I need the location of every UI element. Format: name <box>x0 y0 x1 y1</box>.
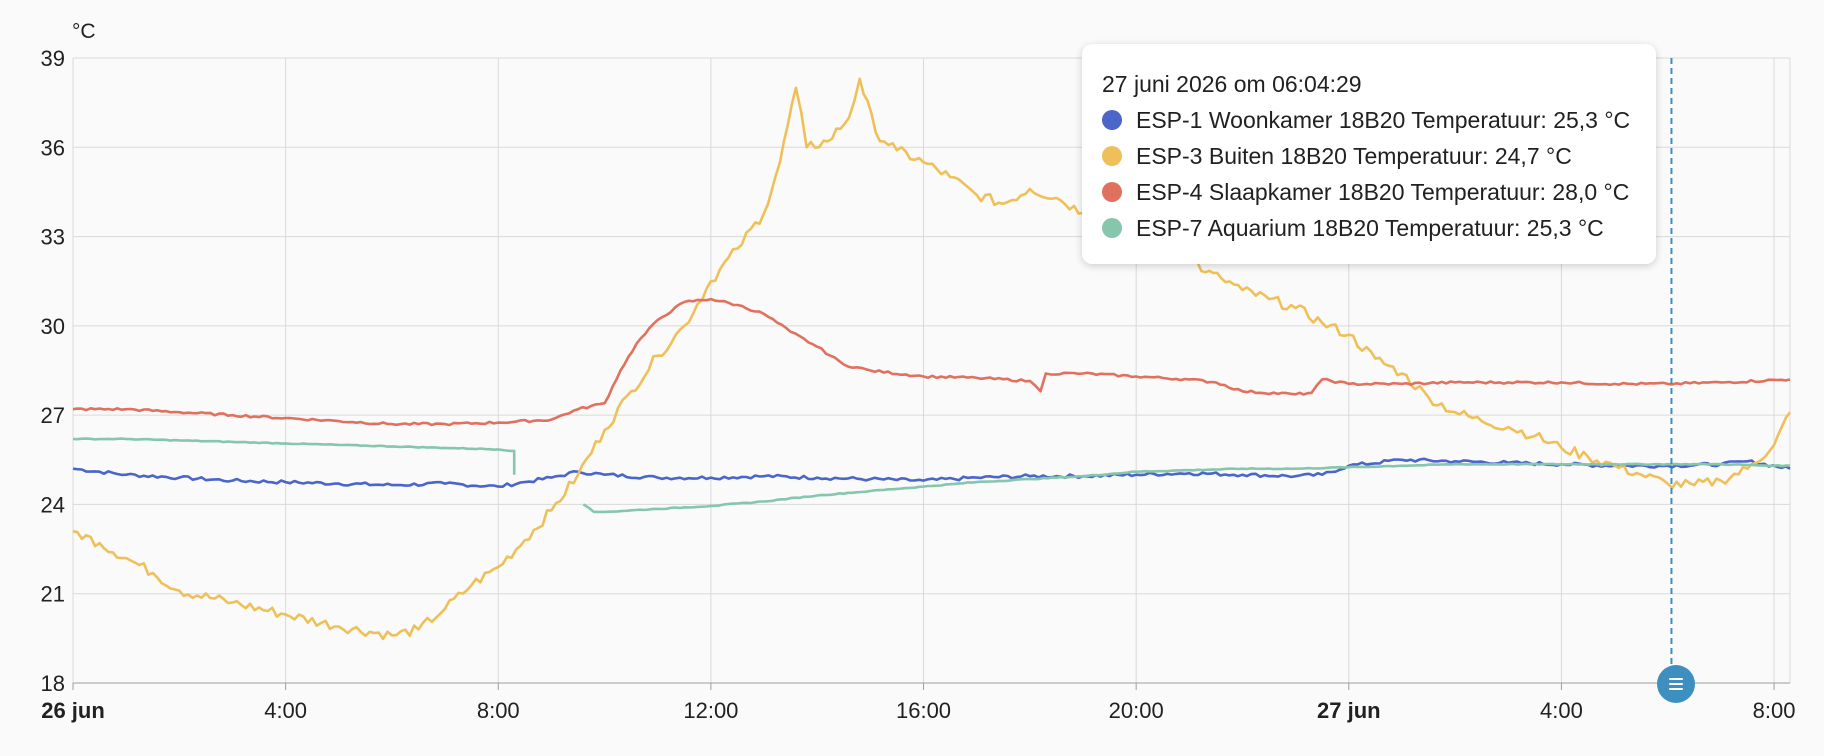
x-tick-label: 27 jun <box>1317 698 1381 723</box>
y-tick-label: 30 <box>41 314 65 339</box>
legend-dot-icon <box>1102 110 1122 130</box>
x-tick-label: 8:00 <box>477 698 520 723</box>
series-lines <box>72 77 1792 641</box>
legend-dot-icon <box>1102 218 1122 238</box>
y-tick-label: 33 <box>41 225 65 250</box>
y-tick-label: 39 <box>41 46 65 71</box>
x-tick-label: 16:00 <box>896 698 951 723</box>
y-tick-label: 24 <box>41 492 65 517</box>
x-tick-label: 4:00 <box>264 698 307 723</box>
tooltip-row: ESP-4 Slaapkamer 18B20 Temperatuur: 28,0… <box>1102 174 1636 210</box>
tooltip-row: ESP-7 Aquarium 18B20 Temperatuur: 25,3 °… <box>1102 210 1636 246</box>
tooltip-row: ESP-1 Woonkamer 18B20 Temperatuur: 25,3 … <box>1102 102 1636 138</box>
tooltip-title: 27 juni 2026 om 06:04:29 <box>1102 71 1362 97</box>
grid <box>72 57 1791 684</box>
legend-dot-icon <box>1102 182 1122 202</box>
series-line <box>72 77 1792 641</box>
y-tick-label: 36 <box>41 135 65 160</box>
tooltip-row: ESP-3 Buiten 18B20 Temperatuur: 24,7 °C <box>1102 138 1636 174</box>
tooltip-row-text: ESP-4 Slaapkamer 18B20 Temperatuur: 28,0… <box>1136 179 1630 205</box>
tooltip-row-text: ESP-3 Buiten 18B20 Temperatuur: 24,7 °C <box>1136 143 1572 169</box>
y-tick-label: 27 <box>41 403 65 428</box>
series-line <box>72 437 516 475</box>
x-tick-label: 4:00 <box>1540 698 1583 723</box>
list-icon[interactable] <box>1657 665 1695 703</box>
x-tick-label: 8:00 <box>1753 698 1796 723</box>
series-line <box>582 462 1791 514</box>
series-line <box>72 297 1791 427</box>
y-axis-unit-label: °C <box>72 20 96 43</box>
tooltip-row-text: ESP-7 Aquarium 18B20 Temperatuur: 25,3 °… <box>1136 215 1604 241</box>
legend-dot-icon <box>1102 146 1122 166</box>
tooltip: 27 juni 2026 om 06:04:29 ESP-1 Woonkamer… <box>1082 44 1656 264</box>
x-tick-label: 26 jun <box>41 698 105 723</box>
y-tick-label: 21 <box>41 582 65 607</box>
y-tick-label: 18 <box>41 671 65 696</box>
x-tick-label: 20:00 <box>1109 698 1164 723</box>
tooltip-row-text: ESP-1 Woonkamer 18B20 Temperatuur: 25,3 … <box>1136 107 1631 133</box>
series-line <box>72 457 1791 488</box>
x-tick-label: 12:00 <box>683 698 738 723</box>
